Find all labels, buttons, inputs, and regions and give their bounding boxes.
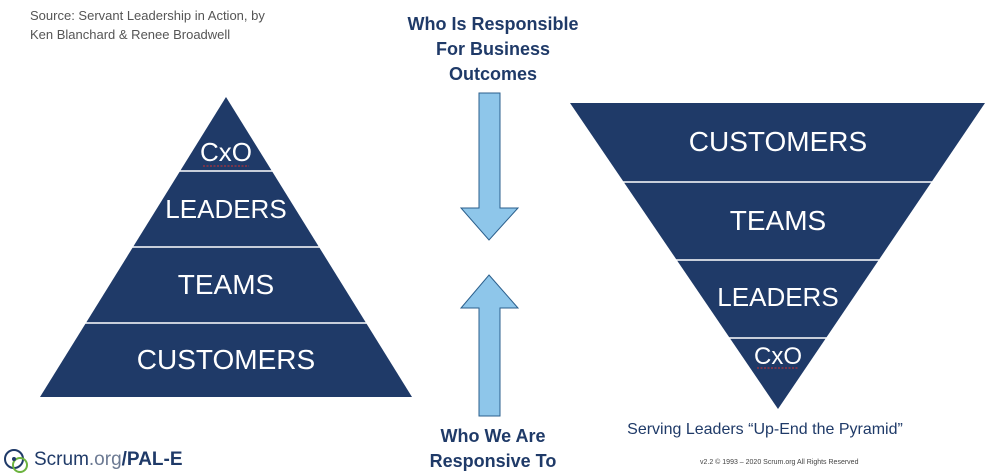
responsible-label: Who Is Responsible For Business Outcomes [388,12,598,87]
responsive-label-line: Who We Are [440,426,546,446]
copyright-notice: v2.2 © 1993 – 2020 Scrum.org All Rights … [700,459,859,466]
inverted-tier-cxo: CxO [754,343,802,370]
scrum-logo-text: Scrum.org/PAL-E [34,449,183,471]
pyramid-tier-cxo: CxO [200,137,252,167]
pyramid-tier-teams: TEAMS [178,269,274,300]
inverted-tier-leaders: LEADERS [717,282,838,312]
source-line-1: Source: Servant Leadership in Action, by [30,8,265,23]
logo-main: Scrum [34,449,89,470]
responsive-label: Who We Are Responsive To [388,424,598,474]
up-arrow [459,274,520,417]
inverted-pyramid-caption: Serving Leaders “Up-End the Pyramid” [627,421,903,438]
scrum-logo-icon [4,449,28,473]
source-line-2: Ken Blanchard & Renee Broadwell [30,27,231,42]
logo-suffix: /PAL-E [121,449,183,470]
responsible-label-line: Outcomes [448,64,538,84]
inverted-tier-teams: TEAMS [730,205,826,236]
inverted-tier-customers: CUSTOMERS [689,126,867,157]
pyramid: CxO LEADERS TEAMS CUSTOMERS [40,97,412,397]
inverted-pyramid: CUSTOMERS TEAMS LEADERS CxO [570,103,985,409]
pyramid-tier-leaders: LEADERS [165,194,286,224]
down-arrow [459,92,520,241]
pyramid-tier-customers: CUSTOMERS [137,344,315,375]
responsible-label-line: For Business [435,39,551,59]
source-citation: Source: Servant Leadership in Action, by… [30,6,330,44]
responsible-label-line: Who Is Responsible [407,14,579,34]
logo-org: .org [88,449,122,470]
responsive-label-line: Responsive To [429,451,557,471]
scrum-logo: Scrum.org/PAL-E [34,446,183,474]
inverted-pyramid-shape [570,103,985,409]
